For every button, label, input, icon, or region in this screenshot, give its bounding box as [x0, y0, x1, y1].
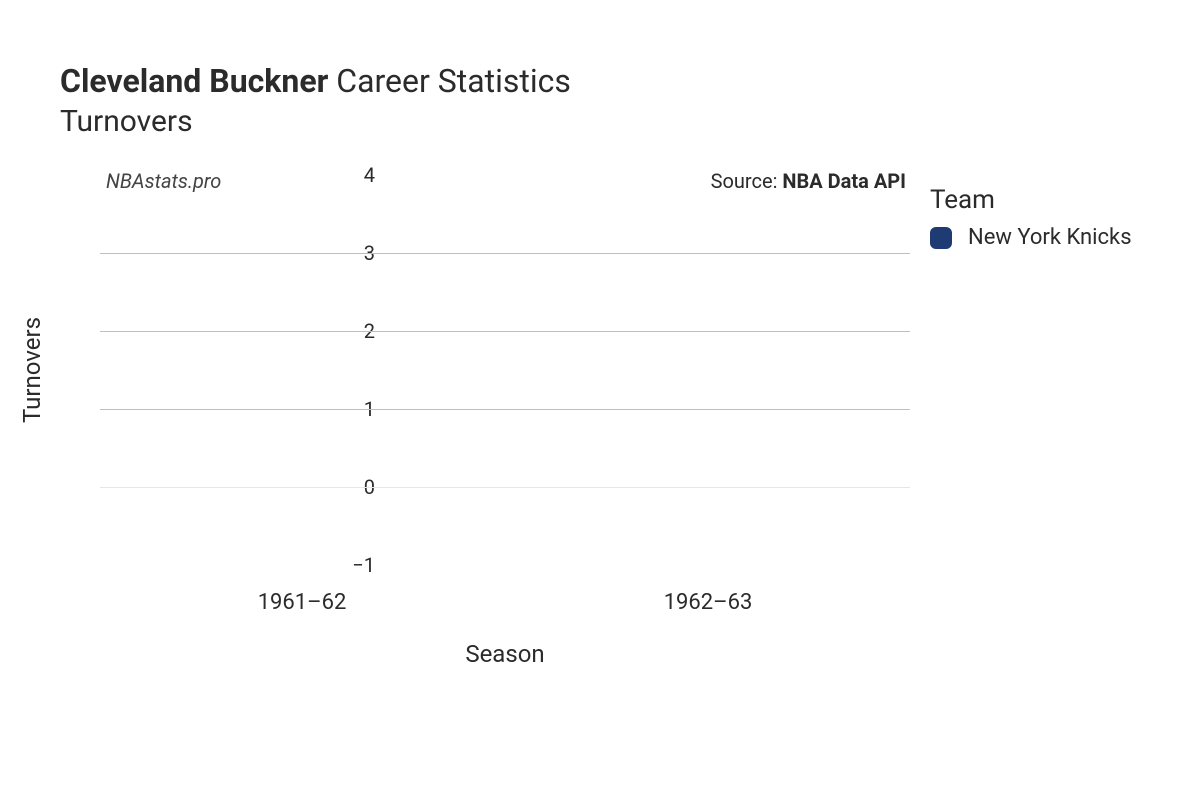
- source-label: Source:: [711, 169, 783, 193]
- chart-container: Cleveland Buckner Career Statistics Turn…: [0, 0, 1200, 800]
- watermark-text: NBAstats.pro: [106, 169, 221, 193]
- gridline: [100, 331, 910, 332]
- player-name: Cleveland Buckner: [60, 62, 328, 100]
- legend-item: New York Knicks: [930, 225, 1132, 250]
- title-suffix: Career Statistics: [328, 62, 571, 100]
- source-value: NBA Data API: [782, 169, 906, 193]
- source-attribution: Source: NBA Data API: [711, 169, 906, 193]
- xtick-1: 1962–63: [664, 590, 753, 615]
- legend: Team New York Knicks: [930, 185, 1132, 250]
- legend-item-label: New York Knicks: [968, 225, 1132, 250]
- legend-swatch-icon: [930, 227, 952, 249]
- gridline: [100, 409, 910, 410]
- gridline: [100, 253, 910, 254]
- chart-subtitle: Turnovers: [60, 104, 571, 139]
- legend-title: Team: [930, 185, 1132, 215]
- chart-title: Cleveland Buckner Career Statistics: [60, 62, 571, 100]
- gridline-zero: [100, 487, 910, 488]
- plot-area: NBAstats.pro Source: NBA Data API: [100, 175, 910, 565]
- x-axis-title: Season: [465, 640, 544, 668]
- xtick-0: 1961–62: [258, 590, 347, 615]
- chart-title-block: Cleveland Buckner Career Statistics Turn…: [60, 62, 571, 139]
- y-axis-title: Turnovers: [18, 317, 46, 423]
